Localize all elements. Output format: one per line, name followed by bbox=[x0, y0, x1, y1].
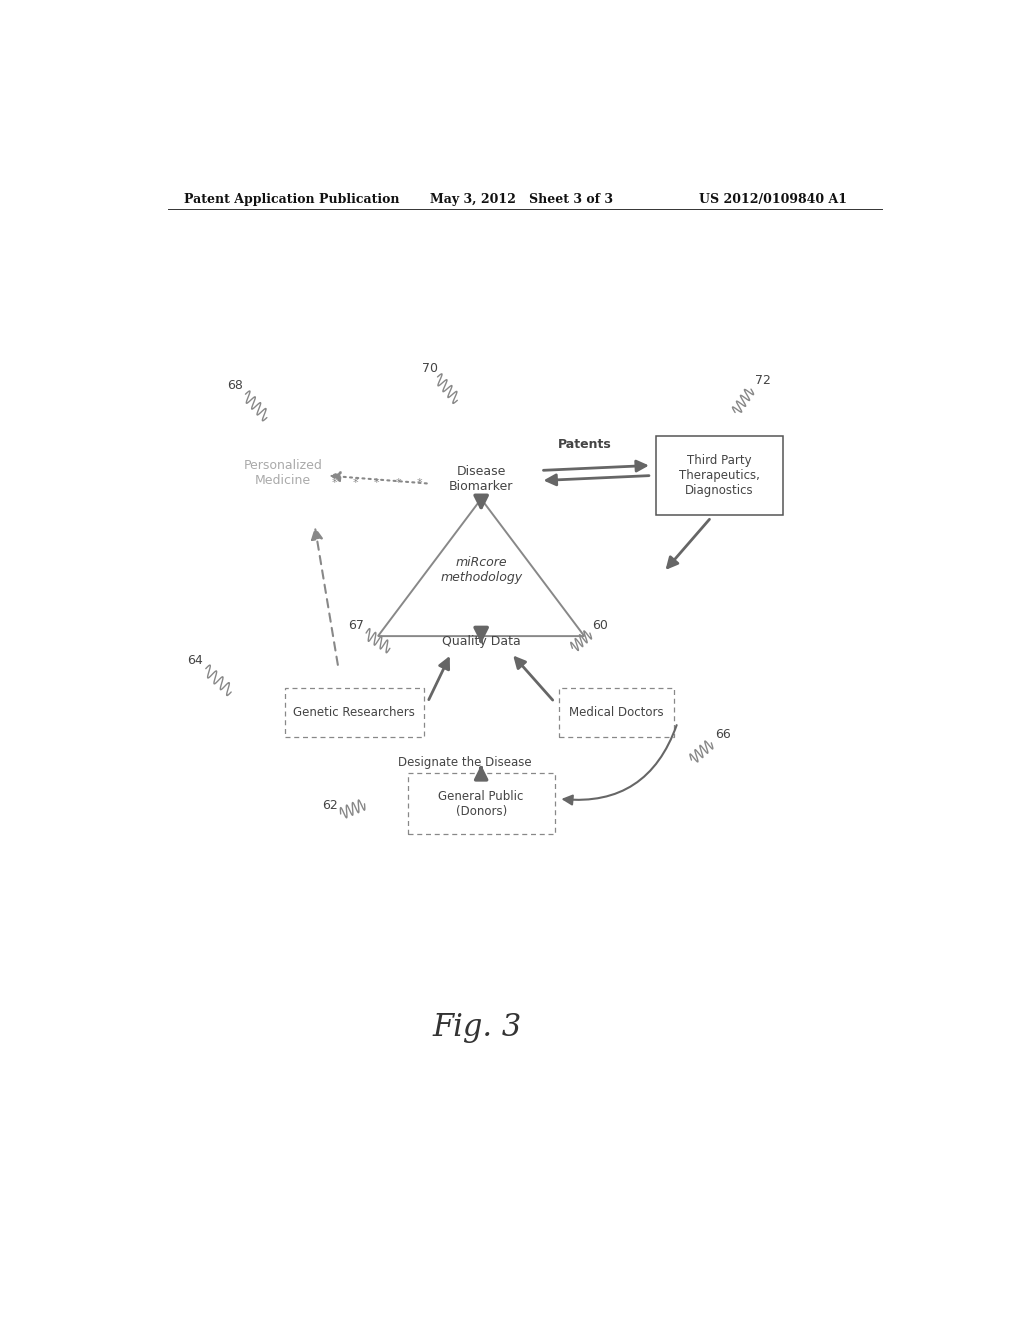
Bar bbox=[285, 688, 424, 737]
Text: Genetic Researchers: Genetic Researchers bbox=[293, 706, 415, 719]
Text: Patent Application Publication: Patent Application Publication bbox=[183, 193, 399, 206]
Text: May 3, 2012   Sheet 3 of 3: May 3, 2012 Sheet 3 of 3 bbox=[430, 193, 612, 206]
Text: *: * bbox=[332, 478, 337, 487]
Text: 68: 68 bbox=[227, 379, 243, 392]
Text: Third Party
Therapeutics,
Diagnostics: Third Party Therapeutics, Diagnostics bbox=[679, 454, 760, 498]
Text: Disease
Biomarker: Disease Biomarker bbox=[449, 465, 513, 492]
Text: Medical Doctors: Medical Doctors bbox=[568, 706, 664, 719]
Text: 62: 62 bbox=[323, 799, 338, 812]
Text: 72: 72 bbox=[755, 374, 771, 387]
Text: 67: 67 bbox=[348, 619, 364, 632]
Bar bbox=[408, 774, 555, 834]
Text: Personalized
Medicine: Personalized Medicine bbox=[244, 459, 323, 487]
Text: *: * bbox=[417, 478, 422, 487]
Text: US 2012/0109840 A1: US 2012/0109840 A1 bbox=[699, 193, 848, 206]
Text: Fig. 3: Fig. 3 bbox=[432, 1012, 522, 1043]
Text: *: * bbox=[352, 478, 358, 487]
Text: 64: 64 bbox=[187, 653, 204, 667]
Text: Designate the Disease: Designate the Disease bbox=[398, 756, 532, 770]
Text: *: * bbox=[374, 478, 380, 487]
Text: General Public
(Donors): General Public (Donors) bbox=[438, 789, 524, 818]
Text: Quality Data: Quality Data bbox=[441, 635, 520, 648]
Bar bbox=[558, 688, 674, 737]
Text: miRcore
methodology: miRcore methodology bbox=[440, 556, 522, 583]
Text: 70: 70 bbox=[422, 362, 437, 375]
Bar bbox=[655, 436, 782, 515]
Text: *: * bbox=[395, 478, 400, 487]
Text: Patents: Patents bbox=[557, 438, 611, 451]
Text: 60: 60 bbox=[592, 619, 608, 632]
Text: 66: 66 bbox=[715, 727, 731, 741]
